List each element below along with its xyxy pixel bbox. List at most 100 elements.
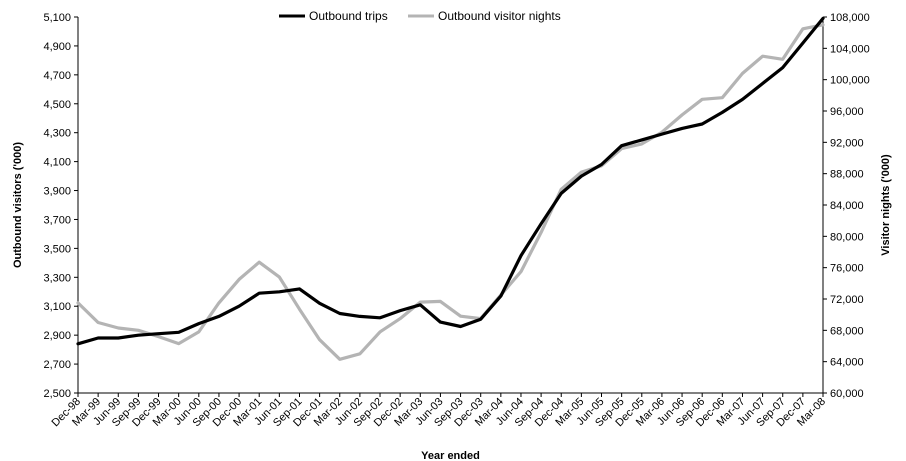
series-0-point: [600, 163, 603, 166]
series-0-point: [721, 111, 724, 114]
right-tick-label: 60,000: [830, 388, 864, 400]
left-tick-label: 3,700: [43, 214, 71, 226]
series-0-point: [137, 333, 140, 337]
left-y-axis-title: Outbound visitors ('000): [12, 142, 24, 268]
series-0-point: [298, 287, 301, 291]
series-1-point: [700, 98, 704, 101]
series-0-point: [217, 315, 221, 318]
series-1-point: [237, 278, 241, 281]
legend-label-visitor-nights: Outbound visitor nights: [438, 9, 561, 23]
series-1-point: [781, 58, 784, 61]
series-1-point: [197, 330, 201, 334]
series-0-point: [580, 174, 583, 178]
series-1-point: [801, 27, 805, 30]
series-0-point: [741, 98, 744, 101]
series-0-point: [358, 315, 362, 318]
series-1-point: [358, 352, 362, 356]
series-1-point: [721, 96, 724, 99]
series-0-point: [680, 127, 684, 130]
left-y-ticks: 2,500 2,700 2,900 3,100 3,300 3,500 3,700 3,900…: [43, 12, 78, 400]
series-1-point: [821, 23, 825, 27]
left-tick-label: 3,100: [43, 301, 71, 313]
right-tick-label: 96,000: [830, 106, 864, 118]
series-1-point: [96, 321, 100, 324]
series-0-point: [96, 336, 100, 340]
series-1-point: [741, 72, 744, 75]
left-tick-label: 4,700: [43, 70, 71, 82]
series-1-point: [580, 170, 583, 174]
series-layer: [76, 16, 825, 361]
series-0-point: [560, 192, 563, 195]
right-tick-label: 84,000: [830, 200, 864, 212]
series-0-point: [700, 122, 704, 126]
left-tick-label: 2,900: [43, 330, 71, 342]
left-tick-label: 3,300: [43, 272, 71, 284]
series-1: [76, 23, 825, 361]
series-0-point: [398, 309, 402, 312]
right-tick-label: 88,000: [830, 169, 864, 181]
left-tick-label: 2,500: [43, 388, 71, 400]
right-tick-label: 76,000: [830, 263, 864, 275]
x-ticks: Dec-98Mar-99Jun-99Sep-99Dec-99Mar-00Jun-…: [50, 393, 828, 429]
series-0-point: [801, 41, 805, 45]
series-0-point: [318, 302, 321, 305]
series-0-point: [519, 254, 523, 257]
series-0-point: [439, 320, 442, 324]
series-1-point: [378, 330, 382, 334]
series-1-point: [419, 300, 422, 304]
series-1-point: [76, 301, 80, 305]
series-1-point: [217, 301, 221, 305]
series-1-point: [258, 260, 261, 264]
series-0-point: [237, 305, 241, 308]
series-0-point: [781, 66, 784, 69]
series-1-point: [761, 54, 764, 58]
series-0-point: [76, 342, 80, 346]
series-1-point: [539, 231, 543, 234]
left-tick-label: 5,100: [43, 12, 71, 24]
series-0: [76, 16, 825, 346]
legend-label-outbound-trips: Outbound trips: [309, 9, 388, 23]
left-tick-label: 3,900: [43, 186, 71, 198]
left-tick-label: 2,700: [43, 359, 71, 371]
series-0-point: [157, 332, 160, 335]
series-0-point: [338, 312, 341, 315]
series-line-0: [76, 16, 825, 346]
series-1-point: [398, 317, 402, 320]
series-0-point: [499, 294, 503, 298]
series-1-point: [519, 270, 523, 273]
series-line-1: [76, 23, 825, 361]
series-0-point: [640, 138, 643, 142]
left-tick-label: 4,100: [43, 157, 71, 169]
right-tick-label: 108,000: [830, 12, 870, 24]
left-tick-label: 4,900: [43, 41, 71, 53]
series-1-point: [560, 188, 563, 191]
series-0-point: [419, 303, 422, 306]
left-tick-label: 3,500: [43, 243, 71, 255]
right-tick-label: 104,000: [830, 43, 870, 55]
series-0-point: [378, 316, 382, 319]
right-tick-label: 64,000: [830, 357, 864, 369]
series-1-point: [640, 142, 643, 146]
right-tick-label: 68,000: [830, 325, 864, 337]
series-0-point: [459, 325, 462, 328]
series-1-point: [177, 342, 180, 345]
series-1-point: [338, 358, 341, 361]
right-y-ticks: 60,000 64,000 68,000 72,000 76,000 80,000 84,0…: [823, 12, 870, 400]
series-1-point: [278, 275, 281, 279]
right-tick-label: 92,000: [830, 137, 864, 149]
right-tick-label: 80,000: [830, 231, 864, 243]
series-1-point: [680, 113, 684, 117]
series-1-point: [137, 329, 140, 332]
series-0-point: [278, 290, 281, 293]
series-0-point: [197, 322, 201, 325]
legend: Outbound trips Outbound visitor nights: [279, 9, 561, 23]
series-0-point: [177, 331, 180, 334]
series-1-point: [318, 338, 321, 341]
series-0-point: [660, 132, 664, 136]
right-y-axis-title: Visitor nights ('000): [880, 154, 892, 256]
series-1-point: [157, 335, 160, 338]
series-1-point: [117, 326, 120, 330]
left-tick-label: 4,300: [43, 128, 71, 140]
right-tick-label: 72,000: [830, 294, 864, 306]
